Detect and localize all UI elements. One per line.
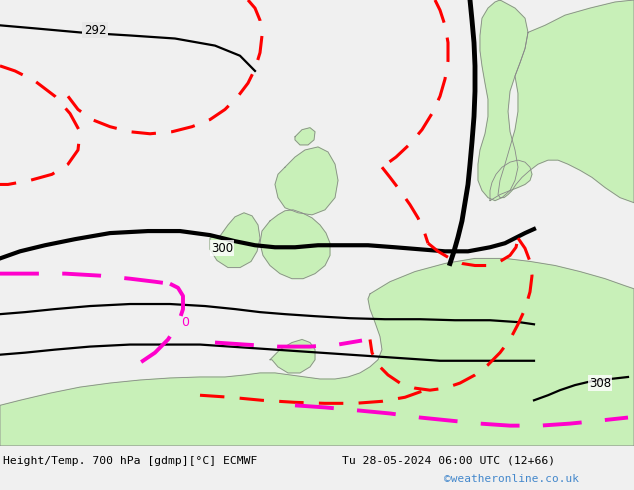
Polygon shape xyxy=(478,0,528,201)
Text: 308: 308 xyxy=(589,377,611,390)
Text: Height/Temp. 700 hPa [gdmp][°C] ECMWF: Height/Temp. 700 hPa [gdmp][°C] ECMWF xyxy=(3,456,257,466)
Polygon shape xyxy=(295,128,315,145)
Text: 300: 300 xyxy=(211,242,233,255)
Polygon shape xyxy=(498,0,634,203)
Text: Tu 28-05-2024 06:00 UTC (12+66): Tu 28-05-2024 06:00 UTC (12+66) xyxy=(342,456,555,466)
Polygon shape xyxy=(270,340,315,373)
Polygon shape xyxy=(260,210,330,279)
Polygon shape xyxy=(275,147,338,215)
Text: 292: 292 xyxy=(84,24,107,37)
Polygon shape xyxy=(210,213,260,268)
Text: 0: 0 xyxy=(181,316,189,329)
Polygon shape xyxy=(490,160,532,201)
Text: ©weatheronline.co.uk: ©weatheronline.co.uk xyxy=(444,474,579,484)
Polygon shape xyxy=(0,258,634,446)
